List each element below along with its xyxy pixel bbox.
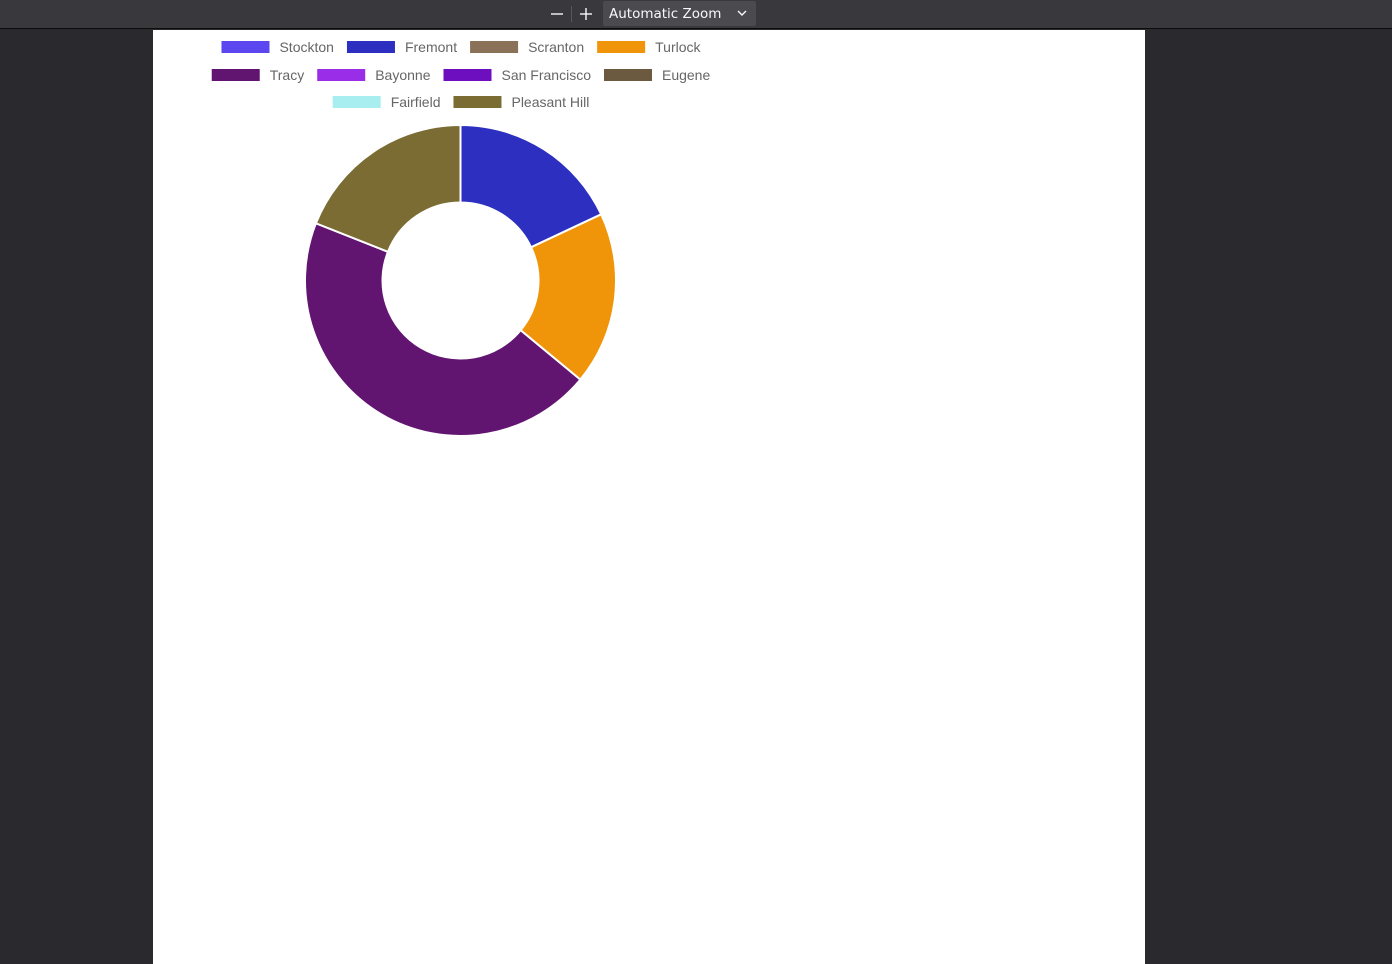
slice-tracy[interactable] — [304, 221, 582, 437]
legend-label-tracy[interactable]: Tracy — [270, 67, 304, 83]
legend-label-turlock[interactable]: Turlock — [655, 39, 701, 55]
pdf-toolbar: Automatic Zoom — [0, 0, 1392, 29]
legend-swatch-bayonne[interactable] — [317, 69, 366, 81]
chevron-down-icon — [737, 10, 747, 16]
legend-label-bayonne[interactable]: Bayonne — [375, 67, 430, 83]
legend-swatch-stockton[interactable] — [221, 41, 270, 53]
legend-label-san-francisco[interactable]: San Francisco — [502, 67, 592, 83]
slice-turlock[interactable] — [519, 212, 617, 382]
zoom-select[interactable]: Automatic Zoom — [603, 1, 756, 26]
legend-swatch-fremont[interactable] — [346, 41, 395, 53]
chart-legend: Stockton Fremont Scranton Turlock Tracy Bayon… — [211, 39, 710, 110]
legend-swatch-pleasant-hill[interactable] — [453, 96, 502, 108]
chart-slices — [304, 123, 617, 437]
legend-swatch-eugene[interactable] — [603, 69, 652, 81]
document-page: Stockton Fremont Scranton Turlock Tracy Bayon… — [153, 30, 1145, 964]
legend-swatch-fairfield[interactable] — [332, 96, 381, 108]
zoom-in-button[interactable] — [572, 2, 600, 26]
legend-label-fairfield[interactable]: Fairfield — [391, 94, 441, 110]
legend-label-stockton[interactable]: Stockton — [279, 39, 333, 55]
plus-icon — [580, 8, 592, 20]
legend-swatch-san-francisco[interactable] — [443, 69, 492, 81]
legend-label-scranton[interactable]: Scranton — [528, 39, 584, 55]
legend-swatch-turlock[interactable] — [597, 41, 646, 53]
slice-fremont[interactable] — [459, 123, 603, 249]
legend-label-eugene[interactable]: Eugene — [662, 67, 710, 83]
zoom-select-label: Automatic Zoom — [609, 5, 722, 22]
legend-label-fremont[interactable]: Fremont — [405, 39, 457, 55]
toolbar-separator — [571, 6, 572, 22]
slice-pleasant-hill[interactable] — [314, 123, 462, 254]
zoom-out-button[interactable] — [543, 2, 571, 26]
doughnut-chart: Stockton Fremont Scranton Turlock Tracy Bayon… — [211, 39, 710, 437]
legend-swatch-tracy[interactable] — [211, 69, 260, 81]
legend-swatch-scranton[interactable] — [470, 41, 519, 53]
legend-label-pleasant-hill[interactable]: Pleasant Hill — [511, 94, 589, 110]
minus-icon — [551, 13, 563, 15]
